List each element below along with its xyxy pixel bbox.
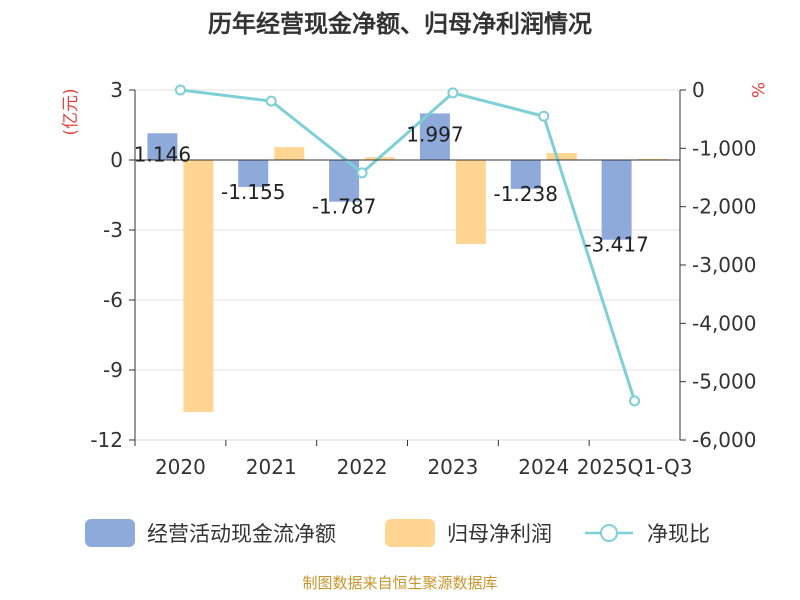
cashflow-value-label: 1.146	[134, 142, 191, 166]
left-tick-label: 0	[110, 148, 123, 172]
data-labels: 1.146 -1.155 -1.787 1.997 -1.238 -3.417	[134, 122, 649, 256]
x-tick-label: 2021	[246, 455, 297, 479]
right-tick-label: 0	[692, 78, 705, 102]
cashflow-value-label: -1.238	[494, 182, 558, 206]
x-tick-label: 2025Q1-Q3	[577, 455, 693, 479]
cashflow-value-label: -1.787	[312, 195, 376, 219]
ratio-point[interactable]	[356, 167, 368, 179]
bars	[147, 113, 668, 412]
cashflow-bar[interactable]	[238, 160, 269, 187]
legend[interactable]: 经营活动现金流净额 归母净利润 净现比	[85, 519, 710, 547]
right-tick-label: -5,000	[692, 370, 756, 394]
right-axis-unit: %	[747, 82, 767, 98]
net-profit-bar[interactable]	[637, 158, 668, 160]
net-profit-bar[interactable]	[183, 160, 214, 412]
legend-marker	[600, 524, 618, 542]
ratio-point[interactable]	[174, 84, 186, 96]
legend-swatch	[385, 519, 435, 547]
left-tick-label: -3	[103, 218, 123, 242]
legend-ratio[interactable]: 净现比	[585, 522, 710, 546]
x-tick-label: 2020	[155, 455, 206, 479]
axes: 3 0 -3 -6 -9 -12 0 -1,000 -2,000 -3,000 -4,000 -5,0…	[90, 78, 756, 479]
ratio-point[interactable]	[629, 395, 641, 407]
ratio-line-path	[180, 88, 637, 402]
cashflow-value-label: -3.417	[584, 233, 648, 257]
left-axis-unit: (亿元)	[61, 88, 81, 135]
cashflow-value-label: 1.997	[406, 122, 463, 146]
x-tick-label: 2022	[337, 455, 388, 479]
ratio-point[interactable]	[538, 110, 550, 122]
left-tick-label: -12	[90, 428, 123, 452]
legend-label: 经营活动现金流净额	[147, 522, 336, 546]
ratio-line	[174, 84, 641, 407]
x-tick-label: 2023	[427, 455, 478, 479]
left-tick-label: -9	[103, 358, 123, 382]
legend-net-profit[interactable]: 归母净利润	[385, 519, 552, 547]
source-note: 制图数据来自恒生聚源数据库	[302, 574, 497, 592]
net-profit-bar[interactable]	[546, 153, 577, 160]
legend-cashflow[interactable]: 经营活动现金流净额	[85, 519, 336, 547]
x-tick-label: 2024	[518, 455, 569, 479]
ratio-point[interactable]	[447, 87, 459, 99]
left-tick-label: -6	[103, 288, 123, 312]
legend-swatch	[85, 519, 135, 547]
right-tick-label: -3,000	[692, 253, 756, 277]
net-profit-bar[interactable]	[274, 147, 305, 160]
chart-title: 历年经营现金净额、归母净利润情况	[208, 10, 592, 38]
right-tick-label: -4,000	[692, 311, 756, 335]
right-tick-label: -2,000	[692, 195, 756, 219]
cashflow-bar[interactable]	[419, 113, 450, 160]
net-profit-bar[interactable]	[455, 160, 486, 244]
left-tick-label: 3	[110, 78, 123, 102]
right-tick-label: -6,000	[692, 428, 756, 452]
legend-label: 净现比	[647, 522, 710, 546]
cashflow-value-label: -1.155	[221, 180, 285, 204]
legend-label: 归母净利润	[447, 522, 552, 546]
ratio-point[interactable]	[265, 95, 277, 107]
cashflow-bar[interactable]	[601, 160, 632, 240]
cashflow-bar[interactable]	[147, 133, 178, 160]
right-tick-label: -1,000	[692, 136, 756, 160]
cashflow-bar[interactable]	[510, 160, 541, 189]
